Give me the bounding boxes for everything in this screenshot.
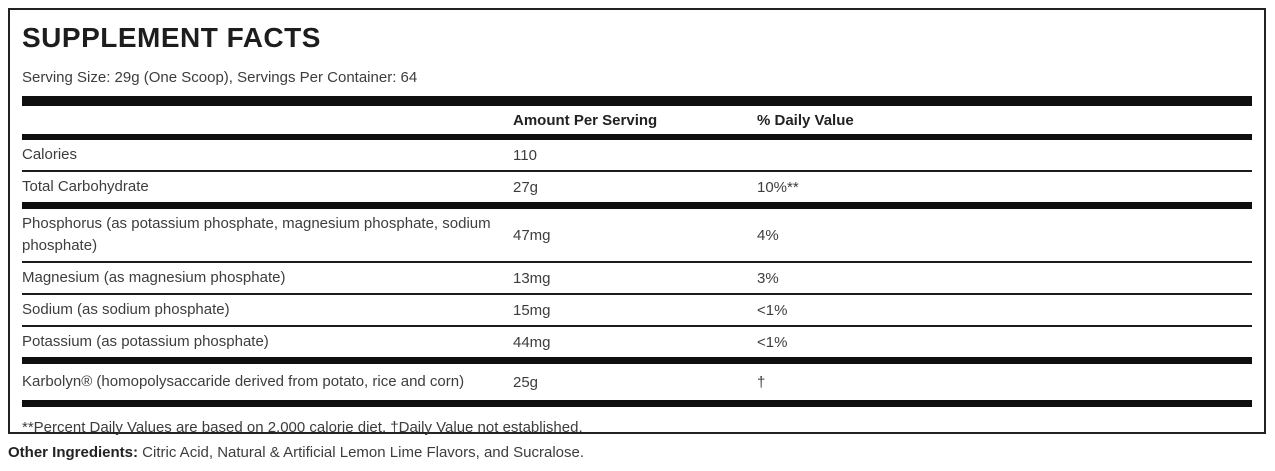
- separator-line: [22, 293, 1252, 295]
- nutrient-amount: 44mg: [513, 333, 551, 351]
- nutrient-amount: 27g: [513, 178, 539, 196]
- separator-line: [22, 170, 1252, 172]
- table-header-row: Amount Per Serving % Daily Value: [22, 106, 1252, 134]
- nutrient-amount: 110: [513, 146, 537, 164]
- nutrient-amount: 13mg: [513, 269, 551, 287]
- nutrient-amount: 15mg: [513, 301, 551, 319]
- separator-bar-header: [22, 134, 1252, 140]
- nutrient-daily-value: 3%: [757, 269, 779, 287]
- nutrient-name: Karbolyn® (homopolysaccaride derived fro…: [22, 373, 465, 390]
- separator-bar-thick: [22, 400, 1252, 407]
- supplement-facts-panel: SUPPLEMENT FACTS Serving Size: 29g (One …: [8, 8, 1266, 436]
- column-header-amount: Amount Per Serving: [513, 111, 658, 129]
- table-row-magnesium: Magnesium (as magnesium phosphate) 13mg …: [22, 263, 1252, 293]
- nutrient-name: Magnesium (as magnesium phosphate): [22, 269, 286, 286]
- nutrient-daily-value: <1%: [757, 301, 788, 319]
- nutrient-daily-value: <1%: [757, 333, 788, 351]
- separator-line: [22, 261, 1252, 263]
- separator-bar-thick: [22, 357, 1252, 364]
- footnote: **Percent Daily Values are based on 2,00…: [22, 419, 583, 436]
- separator-bar-thick: [22, 202, 1252, 209]
- nutrient-daily-value: †: [757, 373, 766, 391]
- other-ingredients-label: Other Ingredients:: [8, 444, 139, 461]
- nutrient-amount: 25g: [513, 373, 539, 391]
- other-ingredients: Other Ingredients: Citric Acid, Natural …: [8, 444, 584, 462]
- serving-info: Serving Size: 29g (One Scoop), Servings …: [22, 69, 418, 86]
- table-row-sodium: Sodium (as sodium phosphate) 15mg <1%: [22, 295, 1252, 325]
- table-row-potassium: Potassium (as potassium phosphate) 44mg …: [22, 327, 1252, 357]
- table-row-calories: Calories 110: [22, 140, 1252, 170]
- nutrient-name: Phosphorus (as potassium phosphate, magn…: [22, 215, 491, 254]
- separator-bar-top: [22, 96, 1252, 106]
- panel-title: SUPPLEMENT FACTS: [22, 22, 321, 53]
- nutrient-daily-value: 4%: [757, 226, 779, 244]
- nutrient-name: Sodium (as sodium phosphate): [22, 301, 230, 318]
- nutrient-name: Potassium (as potassium phosphate): [22, 333, 269, 350]
- nutrient-amount: 47mg: [513, 226, 551, 244]
- separator-line: [22, 325, 1252, 327]
- table-row-phosphorus: Phosphorus (as potassium phosphate, magn…: [22, 209, 1252, 261]
- column-header-daily-value: % Daily Value: [757, 111, 854, 129]
- table-row-total-carbohydrate: Total Carbohydrate 27g 10%**: [22, 172, 1252, 202]
- nutrient-daily-value: 10%**: [757, 178, 799, 196]
- nutrient-name: Total Carbohydrate: [22, 178, 149, 195]
- nutrient-name: Calories: [22, 146, 78, 163]
- table-row-karbolyn: Karbolyn® (homopolysaccaride derived fro…: [22, 364, 1252, 400]
- other-ingredients-text: Citric Acid, Natural & Artificial Lemon …: [138, 444, 585, 461]
